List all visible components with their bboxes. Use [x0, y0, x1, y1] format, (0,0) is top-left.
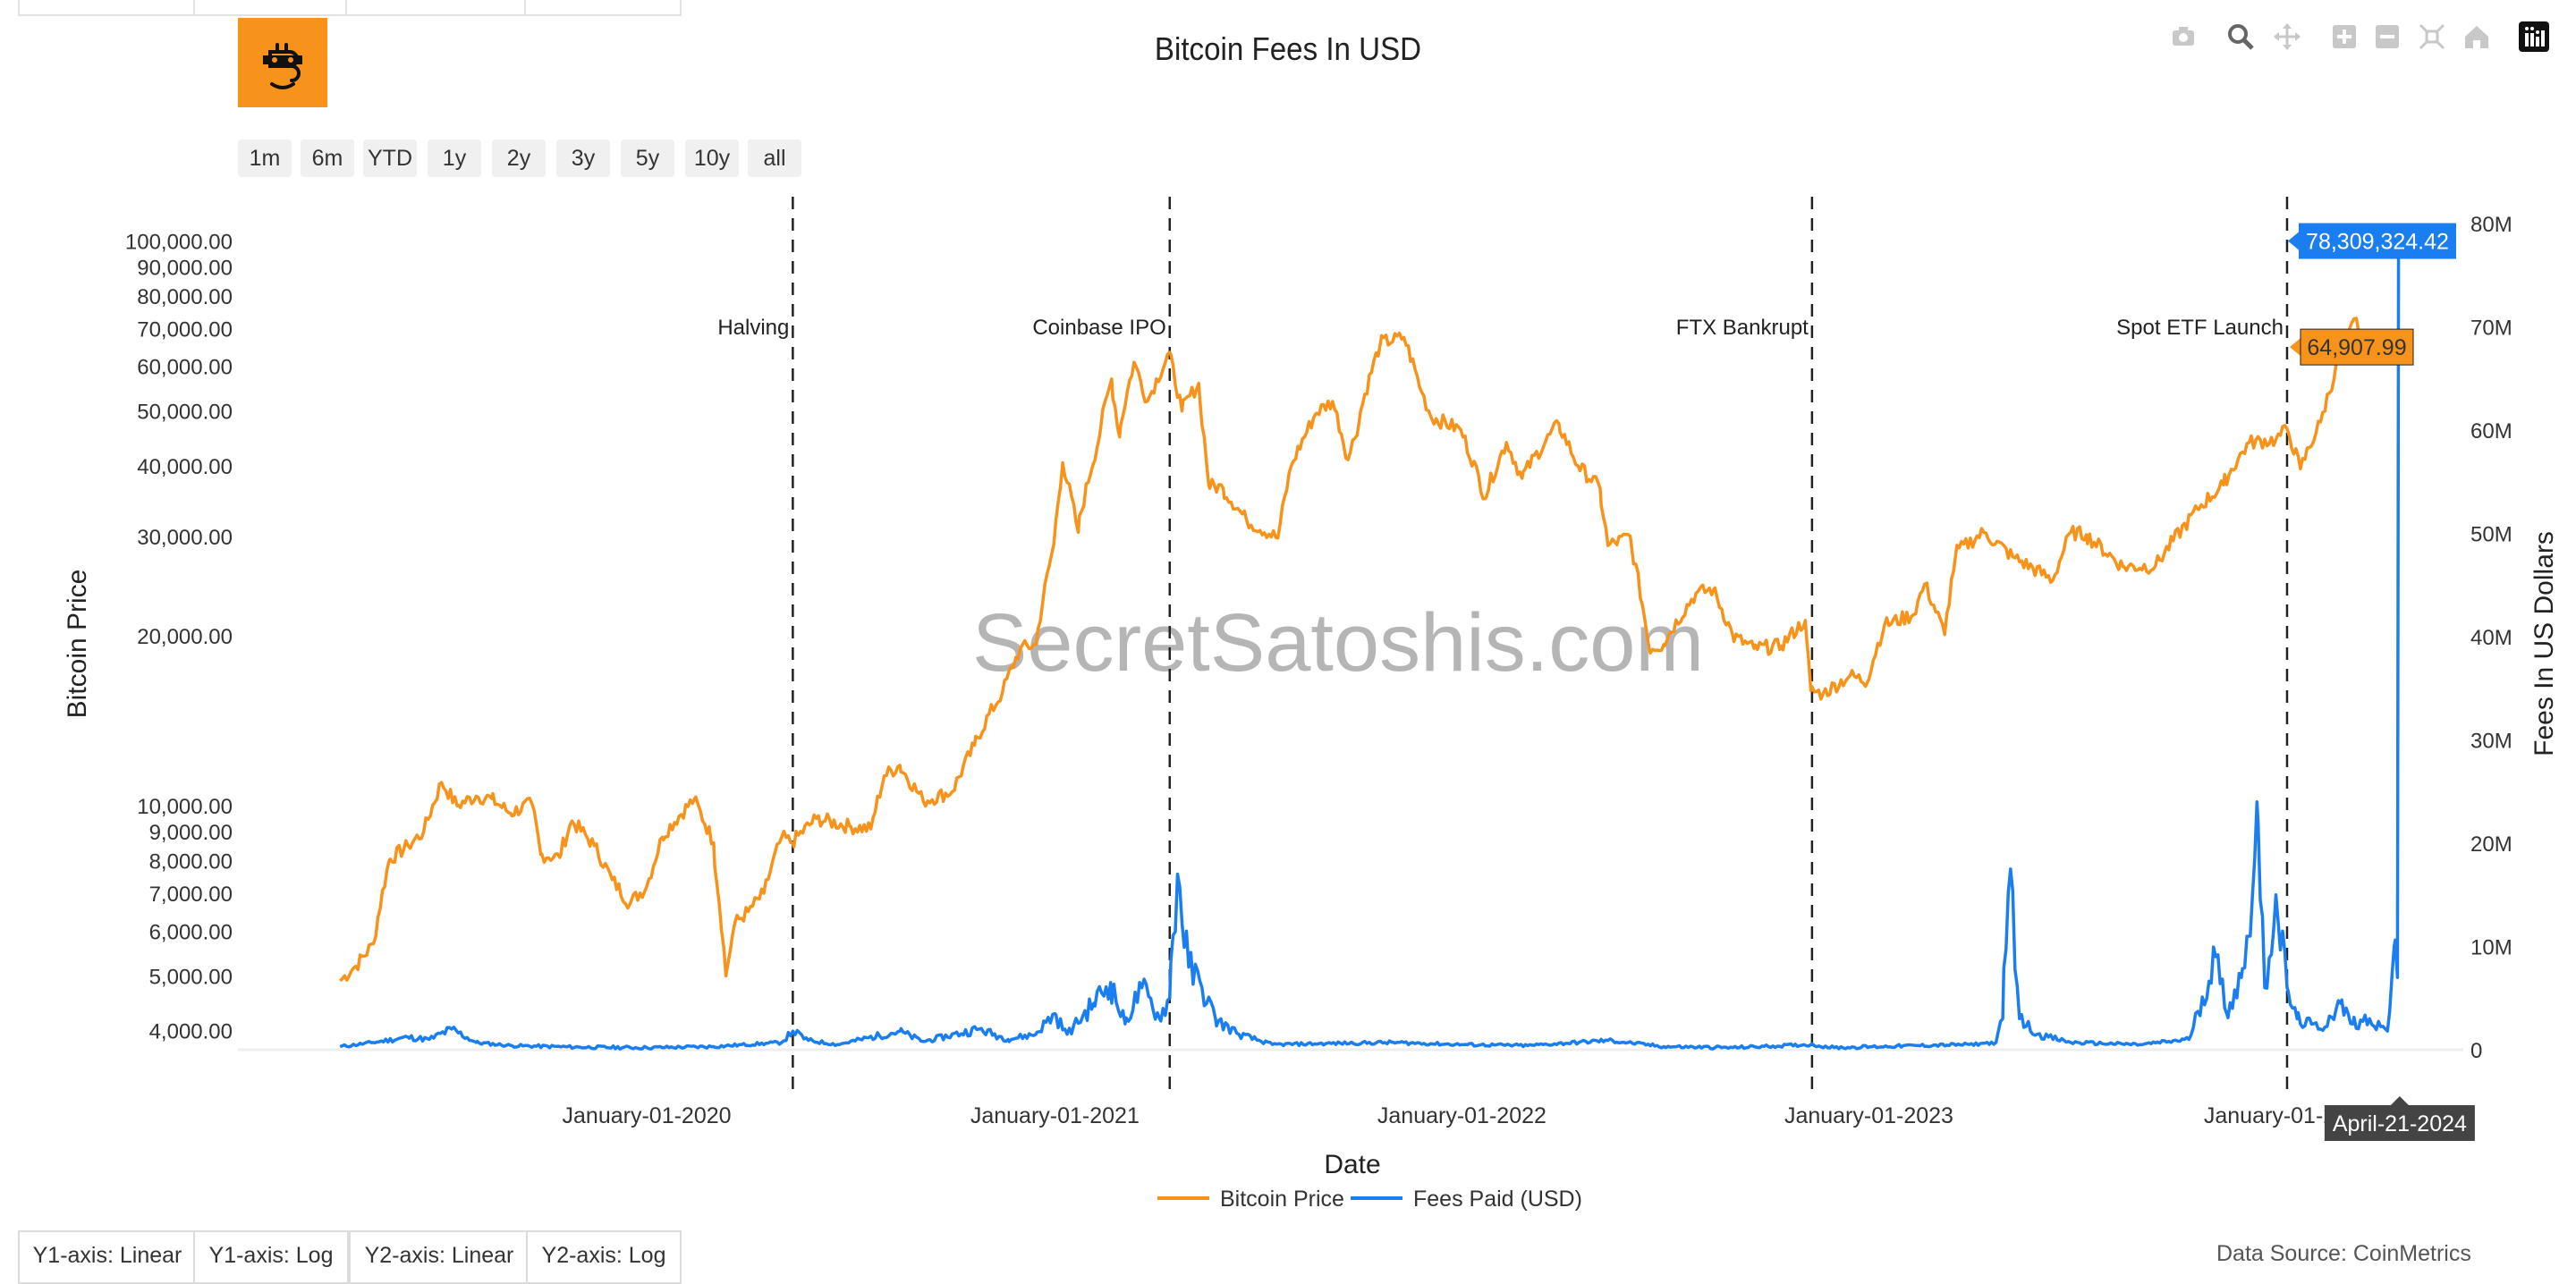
data-source: Data Source: CoinMetrics	[2216, 1241, 2471, 1266]
y1-tick-label: 40,000.00	[137, 455, 233, 479]
range-button-all[interactable]: all	[748, 139, 801, 177]
y2-tick-label: 40M	[2470, 626, 2512, 650]
series-line-bitcoin-price	[339, 317, 2402, 983]
home-icon[interactable]	[2462, 21, 2492, 52]
range-button-5y[interactable]: 5y	[621, 139, 674, 177]
price-label-pointer	[2290, 338, 2301, 357]
y1-tick-label: 10,000.00	[137, 795, 233, 819]
y1-tick-label: 100,000.00	[125, 231, 233, 255]
y1-tick-label: 50,000.00	[137, 401, 233, 425]
range-button-2y[interactable]: 2y	[492, 139, 546, 177]
fees-label-box	[2299, 223, 2456, 259]
x-tick-label: January-01-2023	[1784, 1103, 1953, 1128]
y1-tick-label: 80,000.00	[137, 285, 233, 309]
y1-tick-label: 6,000.00	[149, 920, 233, 944]
hover-date-label: April-21-2024	[2333, 1111, 2467, 1136]
axis-button-3[interactable]: Y2-axis: Linear	[349, 1230, 530, 1284]
y1-tick-label: 5,000.00	[149, 965, 233, 989]
y2-axis-title: Fees In US Dollars	[2529, 531, 2559, 756]
axis-button-4[interactable]: Y2-axis: Log	[526, 1230, 682, 1284]
zoom-out-icon[interactable]	[2372, 21, 2402, 52]
event-label: Coinbase IPO	[1032, 316, 1165, 340]
price-label-box	[2300, 328, 2414, 366]
x-tick-label: January-01-2021	[970, 1103, 1140, 1128]
event-label: Halving	[717, 316, 789, 340]
y1-tick-label: 20,000.00	[137, 625, 233, 649]
zoom-in-icon[interactable]	[2329, 21, 2360, 52]
bitcoin-logo	[238, 18, 327, 107]
range-button-1m[interactable]: 1m	[238, 139, 292, 177]
y2-tick-label: 30M	[2470, 730, 2512, 754]
y2-tick-label: 0	[2470, 1039, 2482, 1063]
pan-icon[interactable]	[2272, 21, 2302, 52]
event-label: FTX Bankrupt	[1676, 316, 1809, 340]
camera-icon[interactable]	[2168, 21, 2199, 52]
series-line-fees-paid	[339, 241, 2401, 1051]
hover-date-box	[2324, 1105, 2475, 1141]
hover-date-pointer	[2390, 1096, 2409, 1105]
fees-label-pointer	[2288, 232, 2299, 250]
range-button-ytd[interactable]: YTD	[363, 139, 417, 177]
range-button-3y[interactable]: 3y	[556, 139, 610, 177]
plotly-logo-icon[interactable]	[2519, 21, 2549, 52]
range-button-6m[interactable]: 6m	[301, 139, 354, 177]
top-tab-4[interactable]	[524, 0, 682, 16]
y2-tick-label: 20M	[2470, 832, 2512, 857]
y2-tick-label: 50M	[2470, 523, 2512, 547]
y2-tick-label: 60M	[2470, 419, 2512, 443]
legend-label-fees: Fees Paid (USD)	[1413, 1187, 1582, 1212]
x-tick-label: January-01-20	[2204, 1103, 2348, 1128]
chart-title: Bitcoin Fees In USD	[1154, 30, 1422, 67]
y1-tick-label: 90,000.00	[137, 256, 233, 280]
y1-tick-label: 9,000.00	[149, 821, 233, 845]
legend-label-price: Bitcoin Price	[1220, 1187, 1344, 1212]
watermark: SecretSatoshis.com	[972, 597, 1704, 688]
y1-tick-label: 70,000.00	[137, 317, 233, 342]
range-button-1y[interactable]: 1y	[428, 139, 481, 177]
x-axis-title: Date	[1324, 1150, 1380, 1179]
y2-tick-label: 80M	[2470, 213, 2512, 237]
range-button-10y[interactable]: 10y	[685, 139, 739, 177]
price-last-value: 64,907.99	[2307, 335, 2406, 360]
y1-tick-label: 7,000.00	[149, 883, 233, 907]
axis-button-2[interactable]: Y1-axis: Log	[193, 1230, 349, 1284]
autoscale-icon[interactable]	[2417, 21, 2447, 52]
y2-tick-label: 10M	[2470, 936, 2512, 960]
y1-tick-label: 30,000.00	[137, 526, 233, 550]
y2-tick-label: 70M	[2470, 317, 2512, 341]
event-label: Spot ETF Launch	[2116, 316, 2284, 340]
y1-tick-label: 60,000.00	[137, 356, 233, 380]
y1-tick-label: 4,000.00	[149, 1020, 233, 1044]
zoom-icon[interactable]	[2225, 21, 2256, 52]
chart: SecretSatoshis.com 4,000.00 5,000.00 6,000.…	[63, 197, 2559, 1212]
y1-tick-label: 8,000.00	[149, 849, 233, 874]
axis-button-1[interactable]: Y1-axis: Linear	[18, 1230, 197, 1284]
fees-last-value: 78,309,324.42	[2306, 230, 2449, 255]
x-tick-label: January-01-2020	[563, 1103, 732, 1128]
y1-axis-title: Bitcoin Price	[63, 570, 92, 719]
x-tick-label: January-01-2022	[1377, 1103, 1546, 1128]
